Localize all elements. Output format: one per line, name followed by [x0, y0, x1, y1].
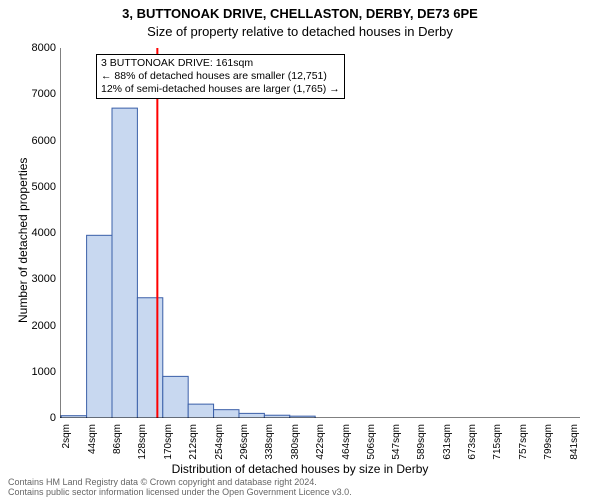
x-tick-label: 254sqm — [214, 424, 225, 464]
y-tick-label: 1000 — [32, 366, 56, 378]
y-axis-label: Number of detached properties — [16, 158, 30, 323]
chart-title-line2: Size of property relative to detached ho… — [0, 24, 600, 39]
x-tick-label: 631sqm — [442, 424, 453, 464]
y-tick-label: 8000 — [32, 42, 56, 54]
x-tick-label: 2sqm — [61, 424, 72, 464]
plot-area — [60, 48, 580, 418]
x-tick-label: 422sqm — [315, 424, 326, 464]
y-tick-label: 4000 — [32, 227, 56, 239]
footer-line2: Contains public sector information licen… — [8, 488, 352, 498]
y-tick-label: 3000 — [32, 273, 56, 285]
footer-text: Contains HM Land Registry data © Crown c… — [8, 478, 352, 498]
x-tick-label: 338sqm — [264, 424, 275, 464]
x-tick-label: 464sqm — [341, 424, 352, 464]
annotation-line2: ← 88% of detached houses are smaller (12… — [101, 70, 340, 83]
chart-title-line1: 3, BUTTONOAK DRIVE, CHELLASTON, DERBY, D… — [0, 6, 600, 21]
y-tick-label: 6000 — [32, 135, 56, 147]
x-tick-label: 589sqm — [416, 424, 427, 464]
x-tick-label: 715sqm — [492, 424, 503, 464]
x-tick-label: 757sqm — [518, 424, 529, 464]
x-tick-label: 128sqm — [137, 424, 148, 464]
x-tick-label: 86sqm — [112, 424, 123, 464]
x-tick-label: 212sqm — [188, 424, 199, 464]
x-tick-label: 44sqm — [87, 424, 98, 464]
x-tick-label: 296sqm — [239, 424, 250, 464]
x-tick-label: 170sqm — [163, 424, 174, 464]
x-tick-label: 799sqm — [543, 424, 554, 464]
chart-container: 3, BUTTONOAK DRIVE, CHELLASTON, DERBY, D… — [0, 0, 600, 500]
annotation-box: 3 BUTTONOAK DRIVE: 161sqm ← 88% of detac… — [96, 54, 345, 99]
x-axis-label: Distribution of detached houses by size … — [0, 462, 600, 476]
x-tick-label: 841sqm — [569, 424, 580, 464]
y-tick-label: 0 — [50, 412, 56, 424]
x-tick-label: 380sqm — [290, 424, 301, 464]
y-tick-label: 5000 — [32, 181, 56, 193]
annotation-line1: 3 BUTTONOAK DRIVE: 161sqm — [101, 57, 340, 70]
x-tick-label: 506sqm — [366, 424, 377, 464]
y-tick-label: 7000 — [32, 88, 56, 100]
annotation-line3: 12% of semi-detached houses are larger (… — [101, 83, 340, 96]
y-tick-label: 2000 — [32, 320, 56, 332]
x-tick-label: 547sqm — [391, 424, 402, 464]
x-tick-label: 673sqm — [467, 424, 478, 464]
chart-svg — [60, 48, 580, 418]
